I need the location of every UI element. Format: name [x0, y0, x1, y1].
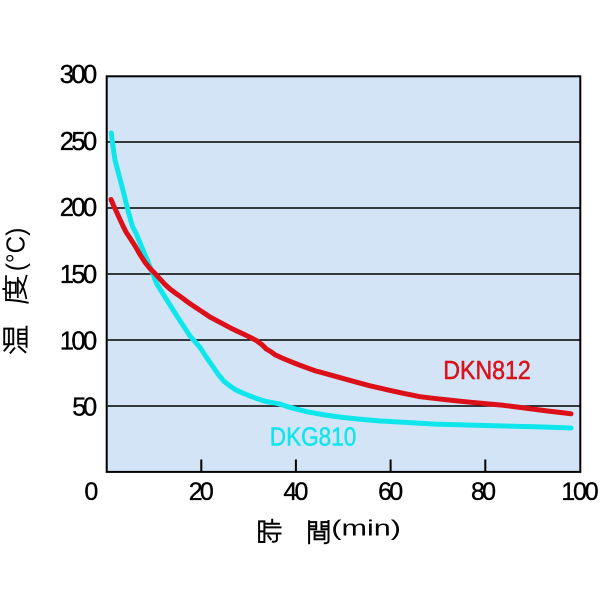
svg-text:0: 0 — [84, 478, 98, 506]
svg-text:300: 300 — [60, 61, 97, 89]
svg-text:50: 50 — [72, 394, 97, 422]
svg-text:250: 250 — [60, 128, 97, 156]
svg-text:DKN812: DKN812 — [443, 357, 531, 385]
svg-text:DKG810: DKG810 — [270, 423, 357, 451]
svg-text:200: 200 — [60, 194, 97, 222]
svg-text:100: 100 — [561, 478, 598, 506]
svg-text:(°C): (°C) — [0, 228, 30, 272]
svg-text:(min): (min) — [331, 516, 401, 541]
svg-text:150: 150 — [60, 261, 97, 289]
svg-text:60: 60 — [378, 478, 403, 506]
svg-text:20: 20 — [189, 478, 214, 506]
svg-text:80: 80 — [471, 478, 496, 506]
svg-text:100: 100 — [60, 327, 97, 355]
svg-text:40: 40 — [283, 478, 308, 506]
